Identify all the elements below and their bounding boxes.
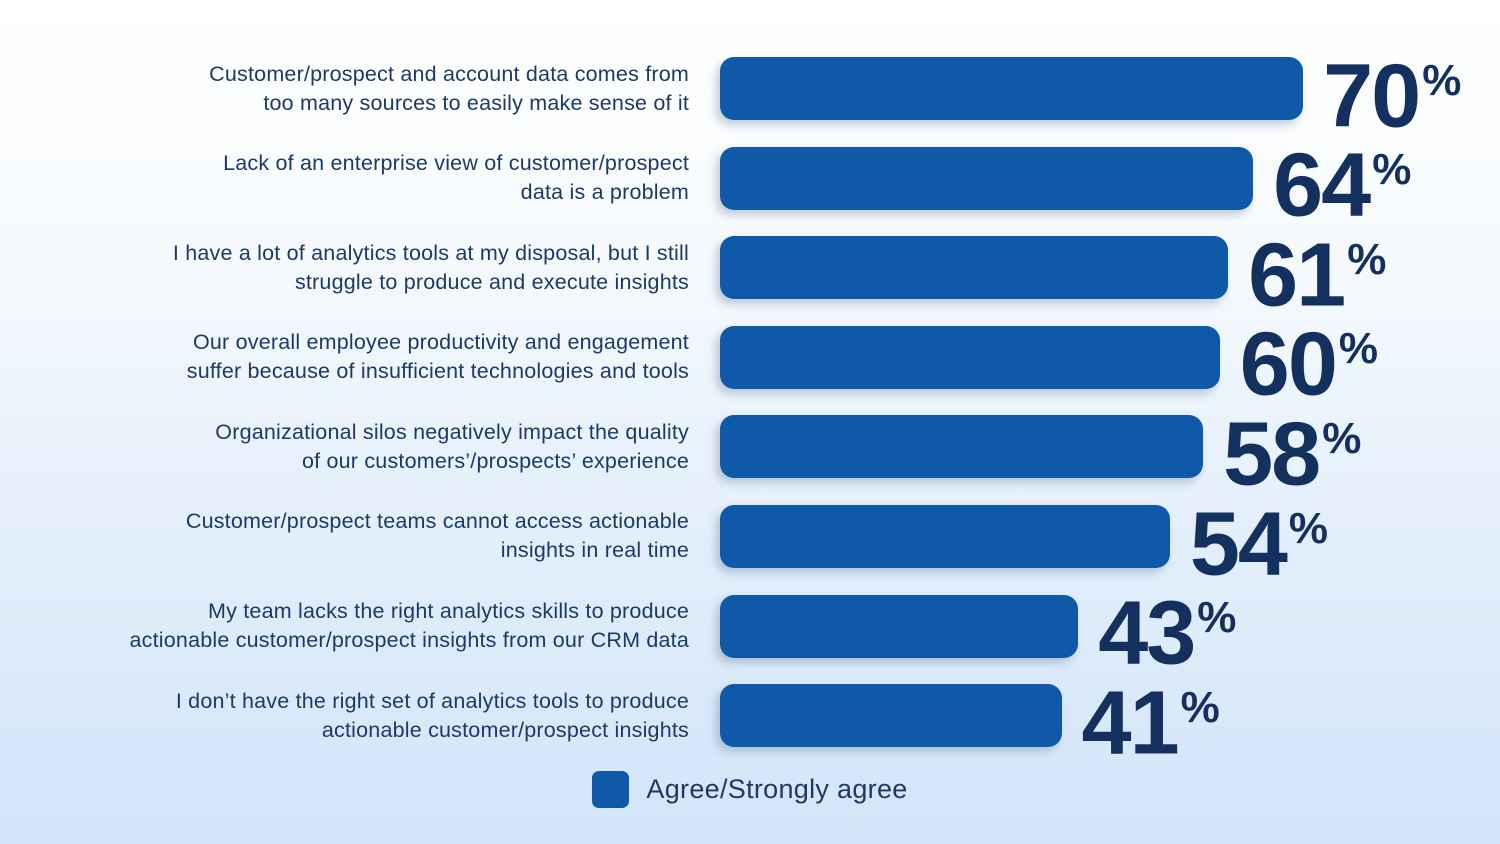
bar-value: 41	[1081, 673, 1180, 774]
row-label: My team lacks the right analytics skills…	[0, 597, 720, 655]
bar-value-label: 43%	[1098, 586, 1237, 679]
bar-value-label: 58%	[1223, 407, 1362, 500]
row-label-line2: data is a problem	[520, 180, 689, 205]
bar	[720, 504, 1170, 568]
percent-sign: %	[1338, 324, 1379, 374]
row-label-line1: My team lacks the right analytics skills…	[208, 599, 689, 624]
percent-sign: %	[1422, 55, 1462, 105]
bar-value-label: 54%	[1190, 497, 1329, 589]
bar-value: 61	[1248, 225, 1346, 326]
row-label-line2: of our customers’/prospects’ experience	[301, 448, 689, 473]
bar	[720, 594, 1079, 658]
row-label: Lack of an enterprise view of customer/p…	[0, 149, 720, 207]
chart-row: Customer/prospect and account data comes…	[0, 51, 1500, 141]
bar-value-label: 61%	[1248, 228, 1387, 321]
bar-value: 70	[1323, 46, 1421, 147]
row-label: Our overall employee productivity and en…	[0, 328, 720, 386]
row-label-line2: struggle to produce and execute insights	[294, 269, 689, 294]
bar-zone: 43%	[720, 589, 1500, 679]
chart-row: Customer/prospect teams cannot access ac…	[0, 499, 1500, 589]
chart-row: Lack of an enterprise view of customer/p…	[0, 141, 1500, 231]
bar-zone: 41%	[720, 679, 1500, 769]
bar-zone: 61%	[720, 231, 1500, 321]
row-label-line1: Organizational silos negatively impact t…	[215, 419, 689, 444]
legend-swatch	[592, 771, 630, 808]
bar-value-label: 41%	[1082, 676, 1220, 769]
percent-sign: %	[1288, 503, 1329, 553]
row-label-line1: Lack of an enterprise view of customer/p…	[223, 151, 689, 176]
bar-value: 54	[1189, 494, 1288, 595]
row-label-line2: insights in real time	[500, 538, 689, 563]
row-label: Customer/prospect and account data comes…	[0, 60, 720, 118]
row-label-line2: too many sources to easily make sense of…	[263, 90, 689, 115]
bar	[720, 684, 1062, 748]
bar-value-label: 60%	[1240, 317, 1379, 410]
percent-sign: %	[1322, 414, 1362, 464]
row-label-line1: I don’t have the right set of analytics …	[175, 688, 689, 713]
bar	[720, 146, 1254, 210]
bar-zone: 70%	[720, 51, 1500, 141]
percent-sign: %	[1197, 593, 1237, 643]
bar-value-label: 64%	[1273, 138, 1412, 231]
percent-sign: %	[1347, 234, 1387, 284]
bar-value: 60	[1239, 315, 1338, 416]
bar-value: 43	[1098, 583, 1196, 684]
row-label: Organizational silos negatively impact t…	[0, 418, 720, 476]
row-label-line1: Our overall employee productivity and en…	[192, 330, 689, 355]
legend: Agree/Strongly agree	[0, 771, 1500, 808]
chart-row: I have a lot of analytics tools at my di…	[0, 231, 1500, 321]
row-label-line1: Customer/prospect and account data comes…	[209, 61, 689, 86]
row-label: I have a lot of analytics tools at my di…	[0, 239, 720, 297]
bar-zone: 64%	[720, 141, 1500, 231]
bar-zone: 58%	[720, 410, 1500, 500]
legend-label: Agree/Strongly agree	[646, 774, 908, 804]
row-label-line1: I have a lot of analytics tools at my di…	[172, 240, 689, 265]
bar	[720, 415, 1204, 479]
bar-zone: 54%	[720, 499, 1500, 589]
percent-sign: %	[1372, 145, 1412, 195]
row-label-line2: suffer because of insufficient technolog…	[186, 359, 689, 384]
bar	[720, 57, 1304, 120]
chart-row: I don’t have the right set of analytics …	[0, 679, 1500, 769]
bar-value: 64	[1273, 135, 1371, 236]
row-label-line2: actionable customer/prospect insights	[321, 717, 689, 742]
bar	[720, 236, 1229, 300]
row-label-line1: Customer/prospect teams cannot access ac…	[185, 509, 689, 534]
bar-chart: Customer/prospect and account data comes…	[0, 51, 1500, 769]
chart-row: Our overall employee productivity and en…	[0, 320, 1500, 410]
row-label: Customer/prospect teams cannot access ac…	[0, 507, 720, 565]
bar-value: 58	[1223, 404, 1321, 505]
row-label-line2: actionable customer/prospect insights fr…	[129, 628, 689, 653]
chart-row: Organizational silos negatively impact t…	[0, 410, 1500, 500]
bar-zone: 60%	[720, 320, 1500, 410]
bar-value-label: 70%	[1323, 49, 1462, 141]
chart-rows: Customer/prospect and account data comes…	[0, 51, 1500, 769]
chart-row: My team lacks the right analytics skills…	[0, 589, 1500, 679]
percent-sign: %	[1180, 682, 1220, 732]
bar	[720, 325, 1220, 389]
row-label: I don’t have the right set of analytics …	[0, 687, 720, 745]
